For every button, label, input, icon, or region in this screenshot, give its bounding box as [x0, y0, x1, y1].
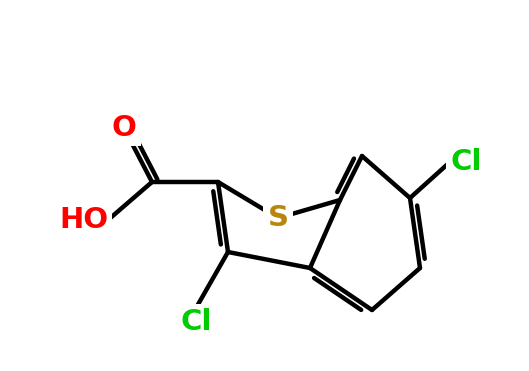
Text: Cl: Cl	[450, 148, 481, 176]
Text: Cl: Cl	[180, 308, 212, 336]
Text: S: S	[268, 204, 288, 232]
Text: HO: HO	[59, 206, 108, 234]
Text: O: O	[112, 114, 136, 142]
